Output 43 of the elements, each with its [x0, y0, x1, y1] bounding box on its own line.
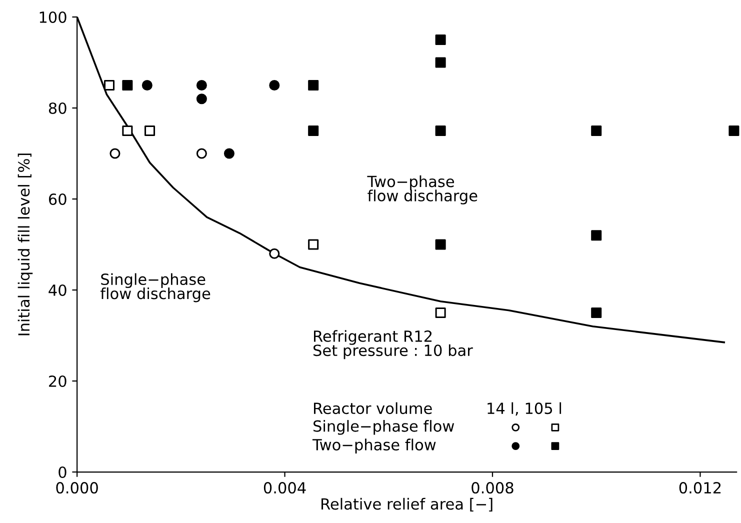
- point: [591, 125, 602, 136]
- annotation: Single−phase flow: [314, 420, 454, 435]
- point: [728, 125, 740, 136]
- x-tick-label: 0.000: [56, 482, 98, 494]
- x-tick-label: 0.008: [472, 482, 514, 494]
- point: [591, 307, 602, 318]
- point: [104, 80, 115, 91]
- annotation: Refrigerant R12 Set pressure : 10 bar: [314, 330, 473, 360]
- y-tick-label: 60: [48, 193, 66, 206]
- point: [142, 80, 152, 91]
- point: [122, 80, 133, 91]
- point: [144, 125, 156, 136]
- point: [110, 148, 120, 159]
- point: [435, 57, 446, 68]
- point: [435, 125, 446, 136]
- annotation: 14 l, 105 l: [488, 402, 562, 416]
- y-tick-label: 20: [49, 375, 66, 388]
- point: [435, 34, 446, 46]
- point: [196, 148, 207, 159]
- y-tick-label: 100: [40, 11, 66, 24]
- point: [308, 125, 319, 136]
- point: [269, 80, 280, 91]
- y-tick-label: 40: [48, 284, 66, 296]
- annotation: Reactor volume: [314, 402, 432, 414]
- x-tick-label: 0.004: [264, 482, 306, 494]
- point: [224, 148, 234, 159]
- point: [591, 230, 602, 241]
- x-tick-label: 0.012: [679, 482, 721, 494]
- point: [196, 94, 207, 104]
- annotation: Two−phase flow discharge: [367, 175, 478, 204]
- annotation: Single−phase flow discharge: [100, 273, 210, 302]
- point: [196, 80, 207, 91]
- x-axis-title: Relative relief area [−]: [322, 498, 492, 512]
- point: [122, 125, 133, 136]
- point: [308, 239, 319, 250]
- y-tick-label: 0: [58, 466, 66, 478]
- annotation: Two−phase flow: [312, 438, 436, 454]
- y-axis-title: Initial liquid fill level [%]: [18, 154, 33, 336]
- point: [269, 248, 280, 259]
- point: [435, 307, 446, 318]
- y-tick-label: 80: [48, 102, 66, 114]
- point: [435, 239, 446, 250]
- point: [308, 80, 319, 91]
